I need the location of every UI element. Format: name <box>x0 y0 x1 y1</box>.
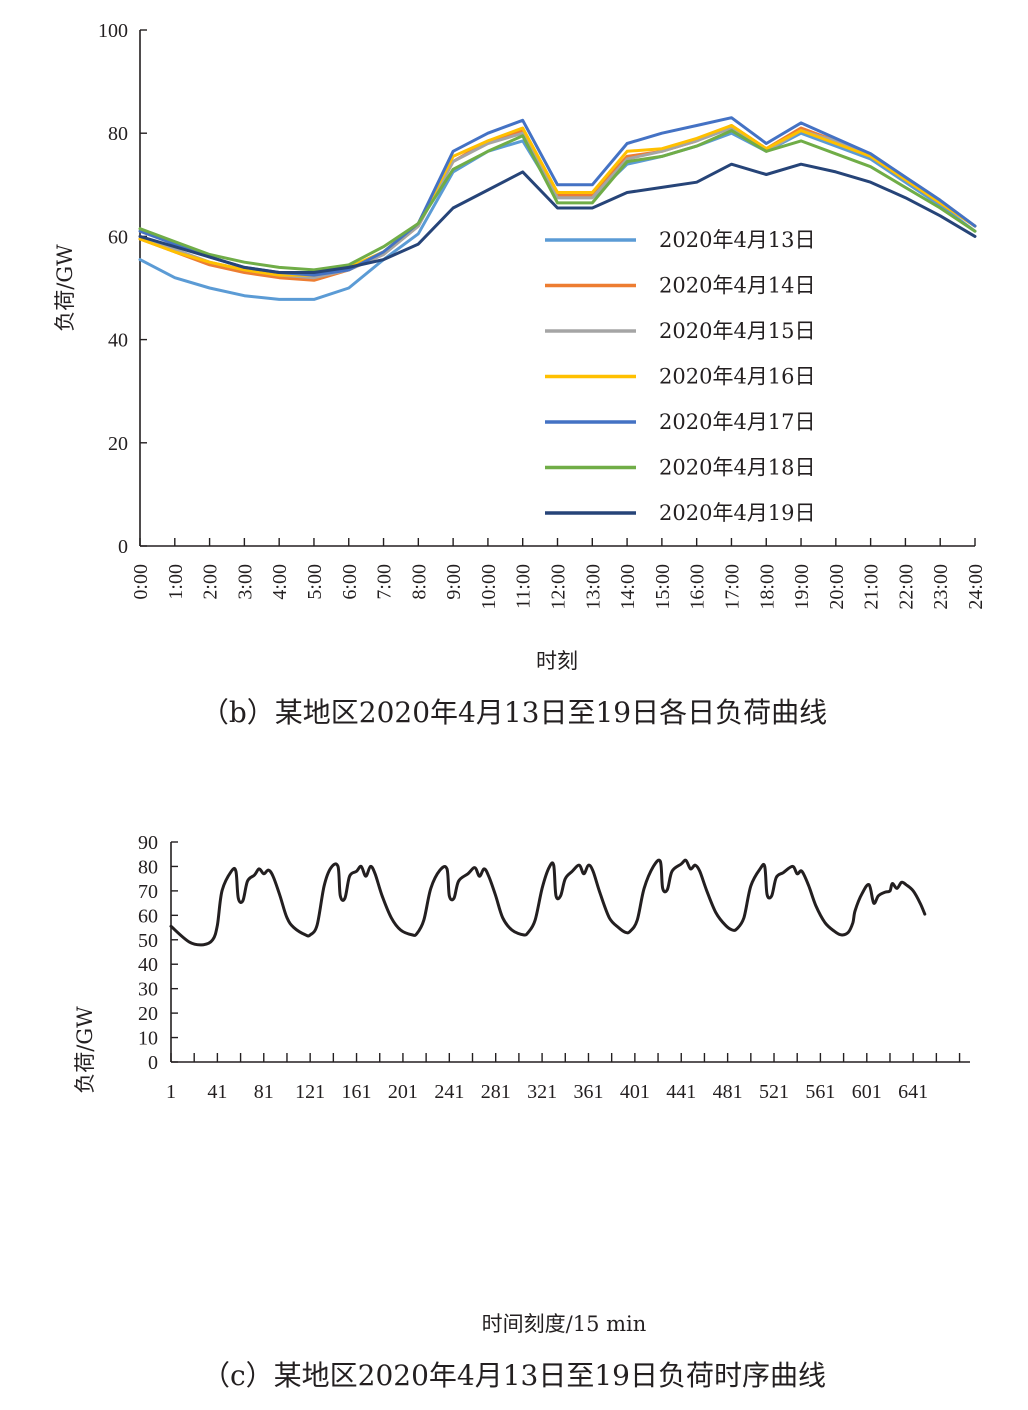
y-tick-label: 80 <box>108 123 128 145</box>
y-tick-label: 0 <box>118 536 128 558</box>
y-tick-label: 30 <box>138 979 158 1001</box>
y-tick-label: 70 <box>138 881 158 903</box>
y-tick-label: 50 <box>138 930 158 952</box>
x-tick-label: 601 <box>852 1081 882 1103</box>
y-tick-label: 40 <box>138 954 158 976</box>
y-tick-label: 80 <box>138 856 158 878</box>
series-line-7 <box>138 162 977 274</box>
legend-label: 2020年4月16日 <box>659 365 816 389</box>
legend-label: 2020年4月15日 <box>659 319 816 343</box>
y-tick-label: 20 <box>138 1003 158 1025</box>
x-tick-label: 11:00 <box>513 564 535 609</box>
x-tick-label: 5:00 <box>304 564 326 600</box>
x-tick-label: 6:00 <box>339 564 361 600</box>
chart-c-x-axis-title: 时间刻度/15 min <box>482 1312 647 1336</box>
x-tick-label: 321 <box>527 1081 557 1103</box>
x-tick-label: 241 <box>434 1081 464 1103</box>
y-tick-label: 10 <box>138 1028 158 1050</box>
legend-label: 2020年4月18日 <box>659 456 816 480</box>
x-tick-label: 13:00 <box>582 564 604 610</box>
daily-load-chart: 0 20 40 60 80 100 0:00 1:00 2:00 3:00 4:00 5:00 6:0… <box>53 20 987 729</box>
x-tick-label: 21:00 <box>861 564 883 610</box>
y-tick-label: 60 <box>138 905 158 927</box>
y-tick-label: 100 <box>98 20 128 42</box>
load-time-series-line <box>169 858 927 947</box>
x-tick-label: 361 <box>573 1081 603 1103</box>
x-tick-label: 17:00 <box>721 564 743 610</box>
legend-label: 2020年4月19日 <box>659 501 816 525</box>
x-tick-label: 161 <box>342 1081 372 1103</box>
x-tick-label: 3:00 <box>234 564 256 600</box>
series-line-6 <box>138 129 977 272</box>
series-line-4 <box>138 124 977 277</box>
x-tick-label: 121 <box>295 1081 325 1103</box>
x-tick-label: 481 <box>713 1081 743 1103</box>
chart-b-x-axis-title: 时刻 <box>536 649 578 673</box>
x-tick-label: 23:00 <box>930 564 952 610</box>
x-tick-label: 401 <box>620 1081 650 1103</box>
chart-b-y-axis-title: 负荷/GW <box>53 244 77 332</box>
x-tick-label: 81 <box>254 1081 274 1103</box>
x-tick-label: 9:00 <box>443 564 465 600</box>
x-tick-label: 24:00 <box>965 564 987 610</box>
legend-label: 2020年4月13日 <box>659 228 816 252</box>
x-tick-label: 201 <box>388 1081 418 1103</box>
y-tick-label: 90 <box>138 832 158 854</box>
x-tick-label: 19:00 <box>791 564 813 610</box>
x-tick-label: 10:00 <box>478 564 500 610</box>
y-tick-label: 0 <box>148 1052 158 1074</box>
x-tick-label: 22:00 <box>895 564 917 610</box>
x-tick-label: 1 <box>166 1081 176 1103</box>
chart-c-axes <box>170 842 970 1063</box>
x-tick-label: 7:00 <box>374 564 396 600</box>
legend-label: 2020年4月14日 <box>659 274 816 298</box>
x-tick-label: 12:00 <box>548 564 570 610</box>
x-tick-label: 20:00 <box>826 564 848 610</box>
chart-c-y-axis-title: 负荷/GW <box>73 1006 97 1094</box>
x-tick-label: 16:00 <box>687 564 709 610</box>
x-tick-label: 2:00 <box>200 564 222 600</box>
x-tick-label: 641 <box>898 1081 928 1103</box>
y-tick-label: 40 <box>108 330 128 352</box>
x-tick-label: 4:00 <box>269 564 291 600</box>
y-tick-label: 20 <box>108 433 128 455</box>
chart-b-caption: （b）某地区2020年4月13日至19日各日负荷曲线 <box>201 696 827 729</box>
legend-label: 2020年4月17日 <box>659 410 816 434</box>
x-tick-label: 521 <box>759 1081 789 1103</box>
x-tick-label: 561 <box>805 1081 835 1103</box>
chart-c-caption: （c）某地区2020年4月13日至19日负荷时序曲线 <box>202 1359 826 1392</box>
x-tick-label: 41 <box>207 1081 227 1103</box>
x-tick-label: 1:00 <box>165 564 187 600</box>
x-tick-label: 281 <box>481 1081 511 1103</box>
x-tick-label: 0:00 <box>130 564 152 600</box>
x-tick-label: 18:00 <box>756 564 778 610</box>
x-tick-label: 15:00 <box>652 564 674 610</box>
y-tick-label: 60 <box>108 226 128 248</box>
x-tick-label: 8:00 <box>408 564 430 600</box>
x-tick-label: 14:00 <box>617 564 639 610</box>
x-tick-label: 441 <box>666 1081 696 1103</box>
